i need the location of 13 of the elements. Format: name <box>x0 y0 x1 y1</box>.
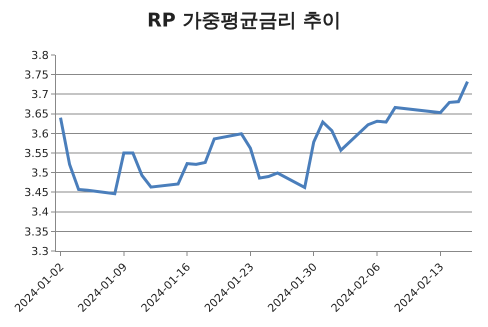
y-tick-label: 3.7 <box>31 88 49 102</box>
y-tick-label: 3.6 <box>31 127 49 140</box>
y-tick-label: 3.8 <box>31 48 49 62</box>
y-tick-label: 3.75 <box>24 68 49 82</box>
line-series <box>59 80 469 196</box>
y-tick-label: 3.55 <box>24 146 49 160</box>
y-tick-label: 3.3 <box>31 244 49 258</box>
y-tick-label: 3.65 <box>24 108 49 121</box>
y-tick-label: 3.5 <box>31 166 49 180</box>
y-tick-label: 3.35 <box>24 225 49 238</box>
y-tick-label: 3.45 <box>24 186 49 200</box>
y-tick-label: 3.4 <box>31 206 49 219</box>
chart-title: RP 가중평균금리 추이 <box>147 9 341 32</box>
